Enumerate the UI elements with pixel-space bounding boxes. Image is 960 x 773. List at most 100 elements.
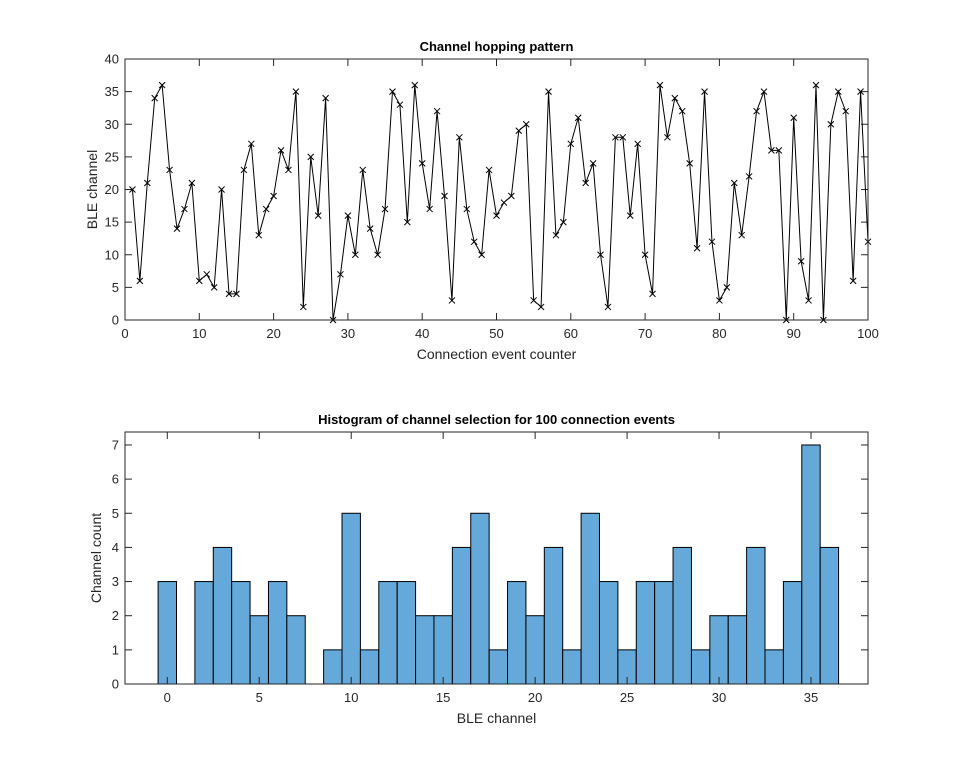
histogram-bar-channel-21 (543, 546, 564, 685)
x-tick-label: 10 (192, 326, 206, 341)
data-point-marker (225, 290, 233, 298)
x-tick-label: 0 (121, 326, 128, 341)
y-tick-label: 2 (112, 608, 119, 623)
data-point-marker (500, 199, 508, 206)
data-point-marker (723, 284, 731, 291)
hopping-pattern-title: Channel hopping pattern (420, 39, 574, 54)
histogram-axes-box (124, 431, 869, 685)
data-point-marker (827, 120, 835, 128)
data-point-marker (166, 166, 173, 174)
data-point-marker (857, 88, 864, 95)
hopping-pattern-axes-box (124, 58, 869, 321)
histogram-bar-channel-20 (525, 615, 545, 685)
data-point-marker (760, 88, 768, 95)
x-tick-label: 100 (857, 326, 879, 341)
data-point-marker (426, 205, 433, 213)
data-point-marker (277, 146, 285, 154)
data-point-marker (545, 88, 552, 95)
x-tick-label: 20 (528, 690, 542, 705)
data-point-marker (730, 179, 738, 187)
data-point-marker (738, 231, 746, 239)
data-point-marker (834, 88, 842, 95)
histogram-axes: Histogram of channel selection for 100 c… (88, 412, 869, 726)
data-point-marker (129, 186, 136, 193)
data-point-marker (255, 231, 263, 239)
data-point-marker (626, 212, 634, 219)
y-tick-label: 5 (112, 506, 119, 521)
histogram-bar-channel-9 (323, 649, 343, 685)
histogram-bar-channel-18 (488, 649, 509, 685)
data-point-marker (210, 284, 218, 291)
data-point-marker (842, 107, 850, 115)
data-point-marker (322, 94, 329, 102)
x-tick-label: 10 (344, 690, 358, 705)
data-point-marker (649, 290, 656, 298)
data-point-marker (448, 297, 456, 304)
histogram-bar-channel-32 (746, 546, 766, 685)
x-tick-label: 5 (256, 690, 263, 705)
data-point-marker (582, 179, 590, 187)
x-tick-label: 90 (786, 326, 800, 341)
histogram-bar-channel-33 (764, 649, 784, 685)
histogram-bar-channel-14 (415, 615, 435, 685)
data-point-marker (233, 290, 240, 298)
data-point-marker (314, 212, 322, 219)
data-point-marker (508, 192, 515, 200)
data-point-marker (515, 127, 523, 135)
x-tick-label: 70 (638, 326, 652, 341)
histogram-bar-channel-7 (286, 615, 306, 685)
y-tick-label: 0 (112, 677, 119, 692)
data-point-marker (537, 303, 545, 311)
data-point-marker (775, 146, 783, 154)
data-point-marker (285, 166, 292, 174)
data-point-marker (768, 146, 775, 154)
data-point-marker (560, 218, 567, 226)
data-point-marker (337, 270, 344, 278)
data-point-marker (671, 94, 679, 102)
data-point-marker (753, 107, 760, 115)
x-tick-label: 20 (266, 326, 280, 341)
histogram-bar-channel-19 (507, 581, 527, 685)
data-point-marker (307, 153, 315, 161)
histogram-bar-channel-5 (249, 615, 269, 685)
y-tick-label: 7 (112, 437, 119, 452)
histogram-bar-channel-23 (580, 512, 600, 685)
x-tick-label: 60 (564, 326, 578, 341)
y-tick-label: 30 (105, 117, 119, 132)
data-point-marker (634, 140, 642, 148)
data-point-marker (478, 251, 485, 259)
data-point-marker (270, 192, 277, 200)
data-point-marker (612, 133, 619, 141)
data-point-marker (797, 257, 805, 265)
histogram-bar-channel-17 (470, 512, 490, 685)
data-point-marker (678, 107, 686, 115)
data-point-marker (849, 277, 857, 285)
data-point-marker (812, 81, 820, 89)
data-point-marker (218, 186, 225, 193)
data-point-marker (374, 251, 381, 259)
data-point-marker (604, 303, 612, 311)
data-point-marker (530, 297, 538, 304)
histogram-bar-channel-15 (433, 615, 453, 685)
histogram-bar-channel-28 (672, 546, 692, 685)
data-point-marker (181, 205, 188, 213)
hopping-pattern-x-ticks: 0 10 20 30 40 50 60 70 80 90 100 (121, 59, 879, 341)
data-point-marker (463, 205, 471, 213)
data-point-marker (589, 160, 597, 167)
histogram-bar-channel-11 (359, 649, 380, 685)
histogram-bar-channel-2 (194, 581, 214, 685)
data-point-marker (745, 173, 753, 180)
data-point-marker (344, 212, 352, 219)
data-point-marker (656, 81, 664, 89)
data-point-marker (470, 238, 478, 246)
data-point-marker (641, 251, 649, 259)
x-tick-label: 15 (436, 690, 450, 705)
data-point-marker (522, 120, 530, 128)
data-point-marker (262, 205, 270, 213)
y-tick-label: 40 (105, 52, 119, 67)
data-point-marker (143, 179, 151, 187)
hopping-pattern-x-axis-label: Connection event counter (417, 346, 577, 362)
data-point-marker (195, 277, 203, 285)
y-tick-label: 4 (112, 540, 119, 555)
